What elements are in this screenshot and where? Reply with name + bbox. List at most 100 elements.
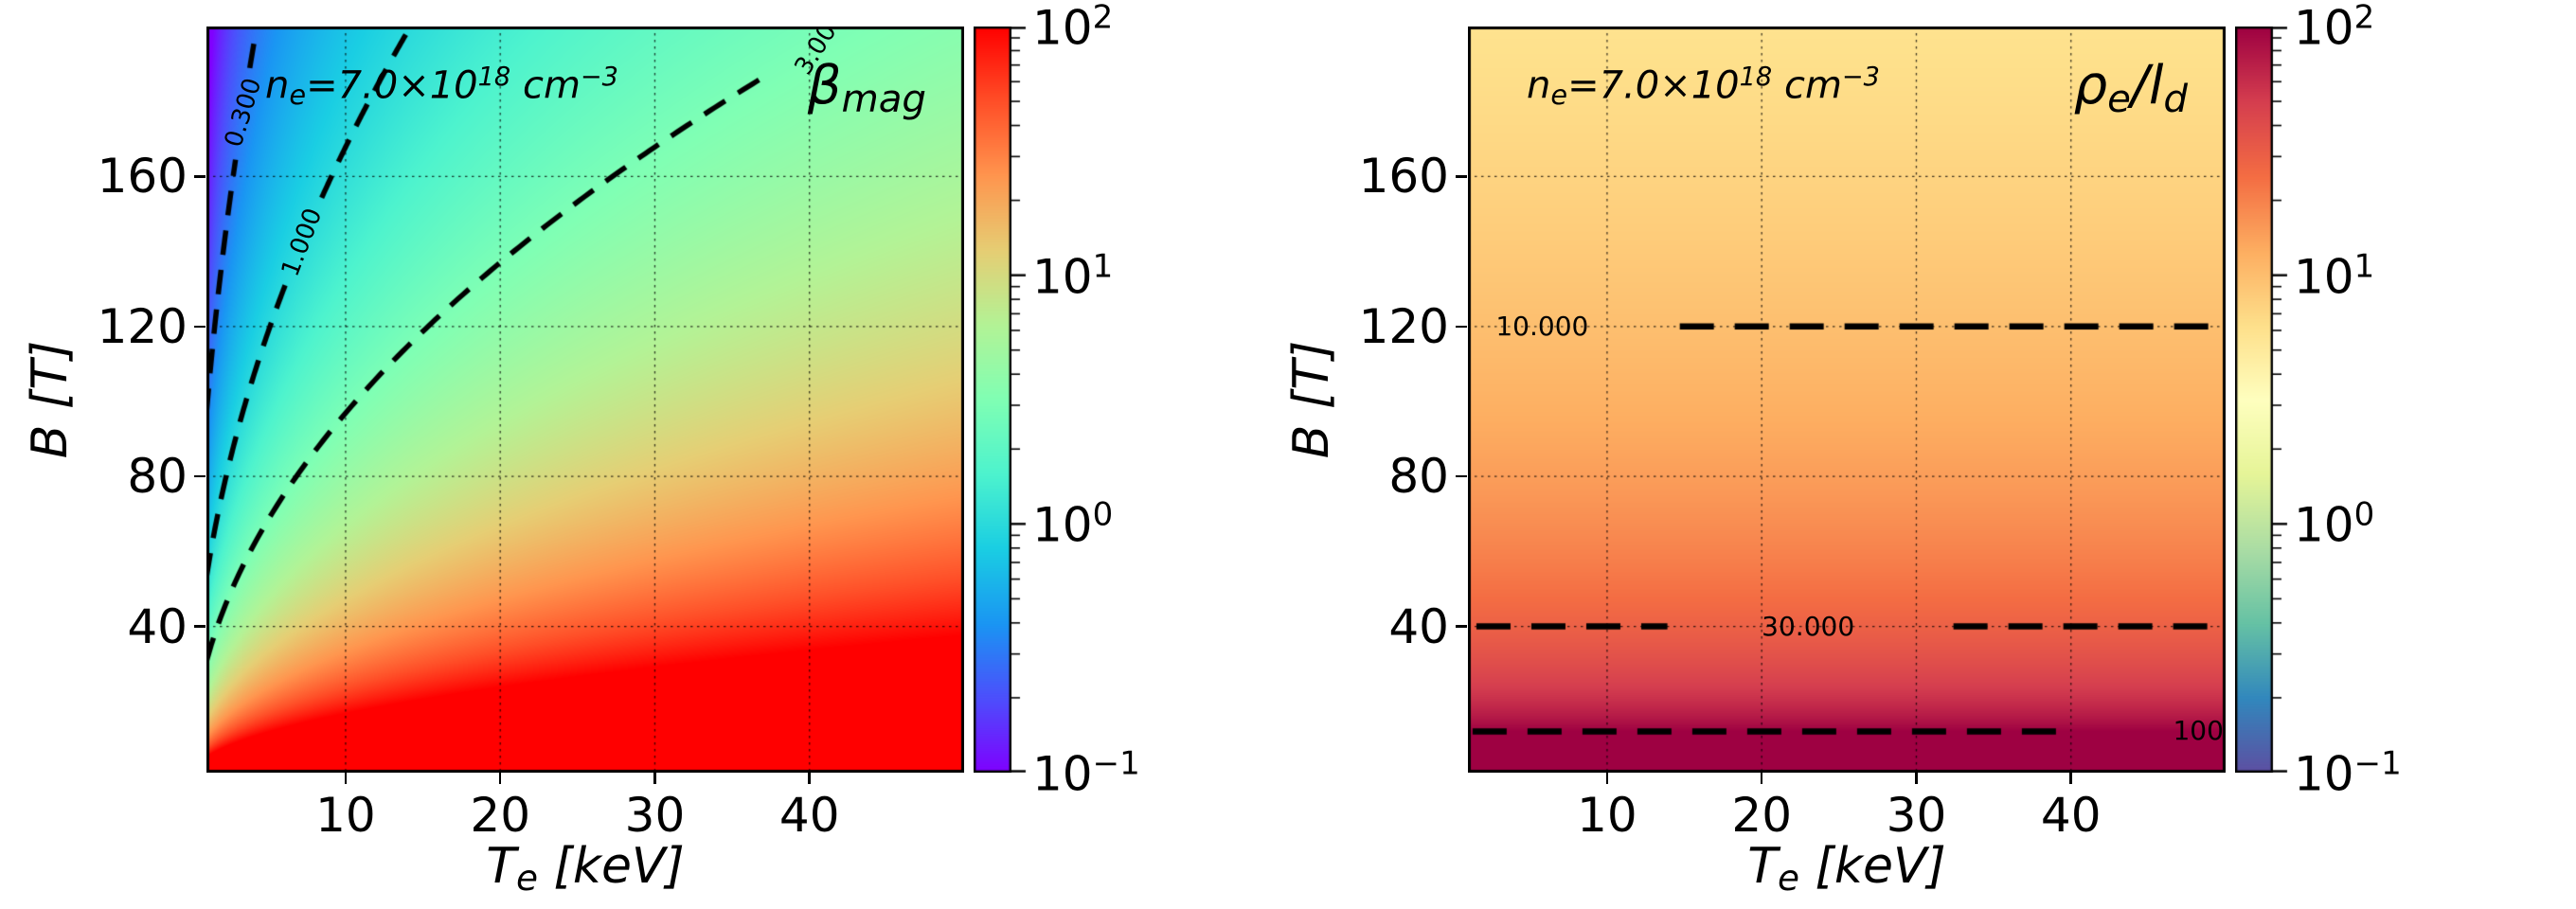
y-tick-label: 160 — [97, 149, 188, 205]
richtext-segment: n — [265, 63, 290, 108]
y-tick-mark — [1456, 175, 1467, 178]
density-annotation: ne=7.0×1018 cm−3 — [265, 61, 618, 113]
colorbar-beta-mag — [974, 27, 1029, 773]
y-tick-label: 120 — [1358, 298, 1449, 354]
colorbar-tick-exponent: 1 — [2353, 247, 2375, 286]
colorbar-tick-exponent: 0 — [1092, 495, 1114, 534]
contour-label-100.000: 100.000 — [2173, 715, 2226, 747]
richtext-segment: 18 — [1739, 62, 1773, 92]
colorbar-tick-base: 10 — [2294, 249, 2354, 305]
colorbar-tick-base: 10 — [1032, 0, 1093, 56]
x-axis-label: Te [keV] — [486, 837, 685, 900]
y-tick-label: 160 — [1358, 149, 1449, 205]
y-tick-label: 40 — [1388, 598, 1449, 654]
richtext-segment: −3 — [580, 62, 618, 92]
richtext-segment: 18 — [477, 62, 511, 92]
y-tick-mark — [1456, 474, 1467, 478]
richtext-segment: B [T] — [21, 340, 79, 459]
contour-label-30.000: 30.000 — [1762, 610, 1855, 642]
richtext-segment: −3 — [1841, 62, 1880, 92]
colorbar-tick-label: 100 — [1032, 499, 1113, 549]
richtext-segment: cm — [510, 63, 581, 108]
x-axis-label: Te [keV] — [1747, 837, 1946, 900]
colorbar-tick-label: 100 — [2294, 499, 2374, 549]
x-tick-label: 20 — [470, 788, 531, 843]
richtext-segment: [keV] — [538, 838, 685, 895]
colorbar-tick-exponent: 1 — [1092, 247, 1114, 286]
y-tick-mark — [194, 474, 206, 478]
richtext-segment: T — [486, 838, 516, 895]
x-tick-mark — [1760, 773, 1763, 784]
x-tick-label: 10 — [1577, 788, 1637, 843]
colorbar-tick-base: 10 — [1032, 746, 1093, 802]
colorbar-tick-exponent: 2 — [1092, 0, 1114, 37]
richtext-segment: T — [1747, 838, 1778, 895]
richtext-segment: e — [1550, 78, 1568, 111]
y-axis-label: B [T] — [21, 341, 80, 459]
contour-label-10.000: 10.000 — [1495, 310, 1589, 342]
richtext-segment: =7.0×10 — [306, 63, 478, 108]
x-tick-mark — [498, 773, 502, 784]
x-tick-mark — [653, 773, 656, 784]
y-tick-mark — [194, 175, 206, 178]
richtext-segment: /l — [2130, 55, 2164, 116]
x-tick-mark — [1915, 773, 1918, 784]
colorbar-tick-label: 101 — [2294, 250, 2374, 300]
x-tick-mark — [808, 773, 811, 784]
y-tick-label: 80 — [1388, 449, 1449, 505]
colorbar-tick-base: 10 — [2294, 497, 2354, 553]
y-tick-mark — [194, 625, 206, 628]
x-tick-label: 20 — [1731, 788, 1793, 843]
colorbar-tick-exponent: 0 — [2353, 495, 2375, 534]
colorbar-tick-exponent: −1 — [2353, 744, 2402, 783]
richtext-segment: ρ — [2073, 55, 2108, 116]
x-tick-label: 10 — [315, 788, 376, 843]
richtext-segment: d — [2163, 76, 2188, 121]
colorbar-tick-base: 10 — [2294, 0, 2354, 56]
colorbar-rho-over-ld — [2235, 27, 2290, 773]
contour-label-layer: 10.000 30.000 100.000 — [1468, 27, 2226, 773]
richtext-segment: β — [807, 55, 842, 116]
colorbar-tick-exponent: 2 — [2353, 0, 2375, 37]
colorbar-tick-label: 10−1 — [2294, 748, 2402, 798]
y-tick-mark — [194, 325, 206, 329]
x-tick-label: 40 — [778, 788, 840, 843]
y-tick-mark — [1456, 325, 1467, 329]
y-tick-label: 40 — [127, 598, 188, 654]
x-tick-mark — [344, 773, 348, 784]
richtext-segment: [keV] — [1799, 838, 1946, 895]
density-annotation: ne=7.0×1018 cm−3 — [1527, 61, 1880, 113]
x-tick-label: 30 — [1886, 788, 1947, 843]
colorbar-tick-exponent: −1 — [1092, 744, 1140, 783]
colorbar-tick-label: 101 — [1032, 250, 1113, 300]
y-axis-label: B [T] — [1282, 341, 1341, 459]
richtext-segment: B [T] — [1282, 340, 1340, 459]
richtext-segment: e — [1777, 857, 1800, 900]
colorbar-tick-label: 102 — [1032, 2, 1113, 52]
contour-label-layer: 0.300 1.000 3.000 — [206, 27, 964, 773]
beta-mag-heatmap-canvas — [206, 27, 964, 773]
richtext-segment: e — [2107, 76, 2131, 121]
contour-label-1.000: 1.000 — [276, 204, 329, 280]
x-tick-mark — [1605, 773, 1609, 784]
panel-title-beta-mag: βmag — [808, 57, 926, 120]
y-tick-mark — [1456, 625, 1467, 628]
colorbar-tick-base: 10 — [2294, 746, 2354, 802]
richtext-segment: e — [515, 857, 539, 900]
rho-over-ld-heatmap-canvas — [1468, 27, 2226, 773]
contour-label-0.300: 0.300 — [219, 75, 267, 152]
panel-title-rho-over-ld: ρe/ld — [2074, 57, 2188, 120]
y-tick-label: 120 — [97, 298, 188, 354]
richtext-segment: =7.0×10 — [1567, 63, 1740, 108]
colorbar-tick-base: 10 — [1032, 249, 1093, 305]
x-tick-label: 30 — [624, 788, 686, 843]
y-tick-label: 80 — [127, 449, 188, 505]
colorbar-tick-label: 102 — [2294, 2, 2374, 52]
richtext-segment: cm — [1772, 63, 1842, 108]
colorbar-tick-label: 10−1 — [1032, 748, 1140, 798]
colorbar-tick-base: 10 — [1032, 497, 1093, 553]
richtext-segment: e — [289, 78, 307, 111]
x-tick-label: 40 — [2040, 788, 2102, 843]
